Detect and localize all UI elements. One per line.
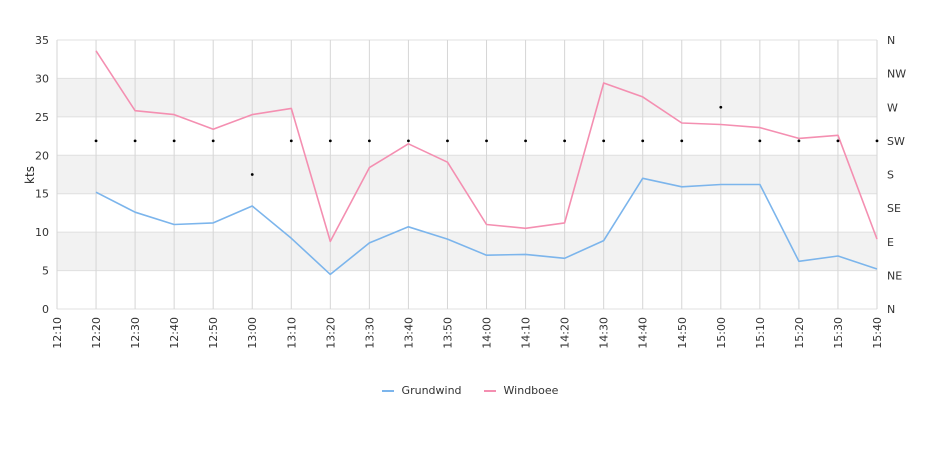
direction-point	[602, 139, 606, 143]
direction-tick-label: N	[887, 34, 895, 47]
direction-point	[446, 139, 449, 143]
direction-point	[172, 139, 176, 143]
y-tick-label: 30	[35, 72, 49, 85]
x-tick-label: 15:40	[871, 317, 884, 349]
legend-swatch	[483, 389, 496, 392]
x-tick-label: 12:40	[168, 317, 181, 349]
direction-tick-label: S	[887, 169, 894, 182]
x-tick-label: 12:30	[129, 317, 142, 349]
y-tick-label: 20	[35, 149, 49, 162]
series-line-grundwind	[95, 177, 878, 276]
y-axis-label: kts	[23, 166, 37, 184]
direction-tick-label: SE	[887, 202, 901, 215]
y-tick-label: 25	[35, 111, 49, 124]
y-tick-label: 10	[35, 226, 49, 239]
direction-tick-label: NE	[887, 269, 902, 282]
direction-point	[836, 139, 840, 143]
legend-swatch	[381, 389, 394, 392]
direction-tick-label: NW	[887, 68, 906, 81]
direction-point	[133, 139, 137, 143]
legend: Grundwind Windboee	[0, 384, 940, 397]
direction-point	[367, 139, 371, 143]
y-tick-label: 15	[35, 188, 49, 201]
x-tick-label: 13:00	[246, 317, 259, 349]
x-tick-label: 15:20	[793, 317, 806, 349]
y-tick-label: 5	[42, 265, 49, 278]
series-lines	[95, 50, 878, 276]
y-tick-label: 35	[35, 34, 49, 47]
y-tick-label: 0	[42, 303, 49, 316]
x-tick-label: 13:50	[441, 317, 454, 349]
plot-bands	[57, 78, 877, 271]
direction-point	[94, 139, 98, 143]
direction-tick-label: W	[887, 101, 898, 114]
direction-point	[250, 173, 254, 176]
direction-point	[524, 139, 527, 143]
direction-tick-label: E	[887, 236, 894, 249]
legend-label: Grundwind	[401, 384, 462, 397]
x-tick-label: 14:20	[559, 317, 572, 349]
direction-tick-label: SW	[887, 135, 905, 148]
direction-point	[797, 139, 801, 143]
x-tick-label: 15:00	[715, 317, 728, 349]
direction-point	[211, 139, 215, 143]
direction-point	[328, 139, 332, 143]
x-tick-label: 14:00	[481, 317, 494, 349]
plot-band	[57, 232, 877, 271]
x-tick-label: 12:50	[207, 317, 220, 349]
x-tick-label: 13:40	[402, 317, 415, 349]
x-tick-label: 14:50	[676, 317, 689, 349]
x-tick-label: 15:30	[832, 317, 845, 349]
legend-label: Windboee	[503, 384, 559, 397]
x-tick-label: 13:20	[324, 317, 337, 349]
direction-tick-label: N	[887, 303, 895, 316]
direction-point	[758, 139, 762, 143]
x-tick-label: 14:30	[598, 317, 611, 349]
plot-band	[57, 78, 877, 117]
direction-point	[680, 139, 684, 143]
y-axis-right-direction: N NW W SW S SE E NE N	[887, 34, 906, 316]
legend-item-windboee[interactable]: Windboee	[483, 384, 559, 397]
direction-point	[641, 139, 645, 143]
direction-point	[719, 105, 723, 109]
direction-point	[407, 139, 410, 143]
direction-points	[94, 105, 879, 176]
direction-point	[563, 139, 567, 143]
y-axis-left: 0 5 10 15 20 25 30 35	[35, 34, 49, 316]
x-tick-label: 13:10	[285, 317, 298, 349]
direction-point	[485, 139, 488, 143]
x-tick-label: 12:10	[51, 317, 64, 349]
x-tick-label: 13:30	[363, 317, 376, 349]
x-tick-label: 14:40	[637, 317, 650, 349]
plot-band	[57, 155, 877, 194]
x-tick-label: 12:20	[90, 317, 103, 349]
x-tick-label: 14:10	[520, 317, 533, 349]
x-axis: 12:10 12:20 12:30 12:40 12:50 13:00 13:10 13:20…	[51, 317, 884, 349]
x-tick-label: 15:10	[754, 317, 767, 349]
series-line-windboee	[95, 50, 878, 243]
direction-point	[875, 139, 879, 143]
direction-point	[289, 139, 293, 143]
legend-item-grundwind[interactable]: Grundwind	[381, 384, 462, 397]
